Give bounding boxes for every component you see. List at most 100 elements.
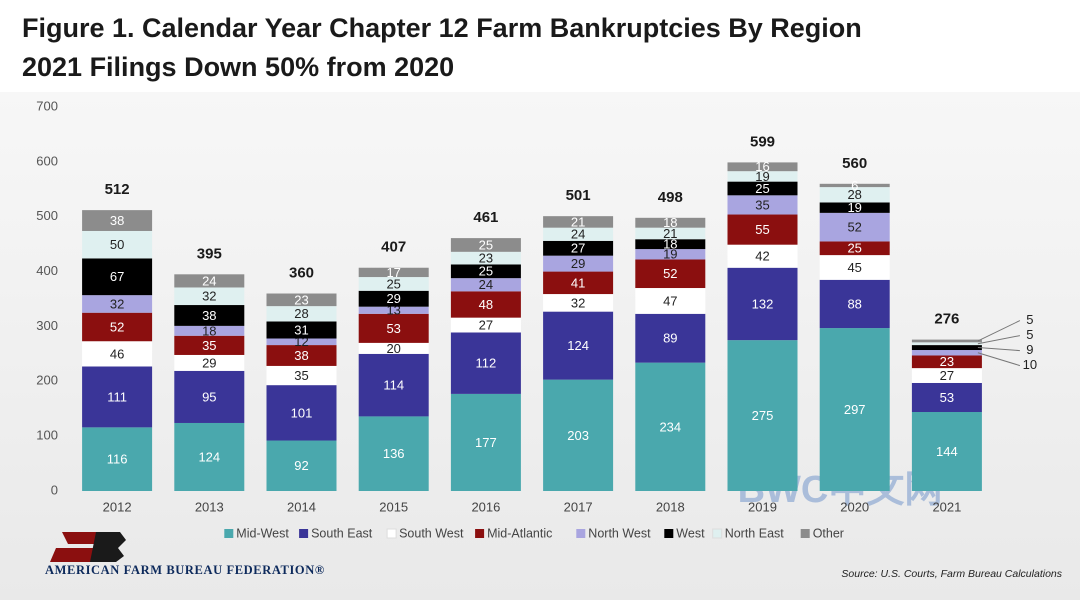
- bar-segment: [82, 258, 153, 296]
- data-label: 24: [571, 227, 585, 242]
- x-tick-label: 2020: [840, 499, 869, 514]
- data-label: 45: [847, 260, 861, 275]
- bar-segment: [911, 345, 982, 351]
- data-label: 144: [936, 444, 958, 459]
- bar-segment: [450, 291, 521, 318]
- data-label: 132: [752, 296, 774, 311]
- data-label: 24: [479, 277, 493, 292]
- legend-swatch: [664, 529, 674, 538]
- bar-segment: [174, 274, 245, 288]
- data-label: 21: [663, 226, 677, 241]
- bar-segment: [358, 277, 429, 291]
- bar-segment: [358, 290, 429, 307]
- bar-segment: [266, 338, 337, 346]
- data-label: 95: [202, 389, 216, 404]
- bar-segment: [450, 393, 521, 491]
- x-tick-label: 2021: [932, 499, 961, 514]
- bar-segment: [82, 210, 153, 231]
- legend-label: North West: [588, 526, 651, 540]
- y-tick-label: 400: [36, 263, 58, 278]
- data-label: 55: [755, 222, 769, 237]
- bar-segment: [82, 427, 153, 491]
- data-label: 29: [571, 256, 585, 271]
- bar-segment: [727, 171, 798, 182]
- bar-segment: [911, 339, 982, 343]
- data-label: 19: [755, 169, 769, 184]
- bar-segment: [450, 238, 521, 252]
- data-label: 203: [567, 428, 589, 443]
- data-label: 19: [663, 247, 677, 262]
- data-label: 114: [383, 378, 404, 393]
- bar-segment: [358, 306, 429, 314]
- total-label: 599: [750, 133, 775, 150]
- bar-segment: [911, 350, 982, 356]
- bar-segment: [819, 183, 890, 188]
- bar-segment: [727, 181, 798, 196]
- data-label: 42: [755, 249, 769, 264]
- legend-swatch: [576, 529, 586, 538]
- total-label: 395: [197, 245, 222, 262]
- data-label: 27: [571, 241, 585, 256]
- data-label: 136: [383, 446, 405, 461]
- data-label: 18: [663, 215, 677, 230]
- x-tick-label: 2019: [748, 499, 777, 514]
- data-label: 25: [386, 276, 400, 291]
- leader-line: [977, 352, 1021, 367]
- bar-segment: [635, 227, 706, 240]
- bar-segment: [450, 317, 521, 333]
- bar-segment: [543, 216, 614, 228]
- bar-segment: [266, 306, 337, 322]
- legend-label: Mid-Atlantic: [487, 526, 552, 540]
- data-label: 18: [202, 323, 216, 338]
- data-label: 35: [294, 368, 308, 383]
- bar-segment: [450, 251, 521, 265]
- data-label: 101: [291, 405, 313, 420]
- data-label: 25: [479, 237, 493, 252]
- data-label: 24: [202, 273, 216, 288]
- bar-segment: [911, 342, 982, 346]
- data-label: 20: [386, 341, 400, 356]
- bar-segment: [266, 345, 337, 366]
- y-tick-label: 700: [36, 98, 58, 113]
- bar-segment: [450, 332, 521, 394]
- legend-label: North East: [725, 526, 785, 540]
- bar-segment: [174, 287, 245, 306]
- data-label: 28: [294, 306, 308, 321]
- data-label: 275: [752, 408, 774, 423]
- data-label: 10: [1023, 357, 1037, 372]
- y-tick-label: 300: [36, 318, 58, 333]
- bar-segment: [727, 195, 798, 215]
- bar-segment: [819, 202, 890, 213]
- bar-segment: [174, 335, 245, 355]
- bar-segment: [82, 230, 153, 259]
- legend-swatch: [712, 528, 723, 539]
- data-label: 47: [663, 293, 677, 308]
- x-tick-label: 2014: [287, 499, 316, 514]
- total-label: 560: [842, 155, 867, 172]
- y-tick-label: 500: [36, 208, 58, 223]
- leader-line: [977, 335, 1020, 345]
- data-label: 21: [571, 214, 585, 229]
- x-tick-label: 2016: [471, 499, 500, 514]
- data-label: 32: [202, 289, 216, 304]
- bar-segment: [543, 294, 614, 312]
- data-label: 23: [940, 354, 954, 369]
- organization: AMERICAN FARM BUREAU FEDERATION®: [45, 563, 325, 577]
- bar-segment: [911, 368, 982, 383]
- bar-segment: [727, 214, 798, 245]
- bar-segment: [819, 279, 890, 329]
- data-label: 25: [479, 264, 493, 279]
- data-label: 32: [571, 295, 585, 310]
- bar-segment: [635, 362, 706, 491]
- chart-subtitle: 2021 Filings Down 50% from 2020: [22, 52, 454, 82]
- data-label: 48: [479, 297, 493, 312]
- data-label: 25: [755, 181, 769, 196]
- data-label: 38: [202, 308, 216, 323]
- bar-segment: [635, 288, 706, 314]
- y-tick-label: 200: [36, 373, 58, 388]
- data-label: 27: [940, 368, 954, 383]
- y-tick-label: 0: [51, 482, 58, 497]
- bar-segment: [543, 227, 614, 241]
- data-label: 25: [847, 241, 861, 256]
